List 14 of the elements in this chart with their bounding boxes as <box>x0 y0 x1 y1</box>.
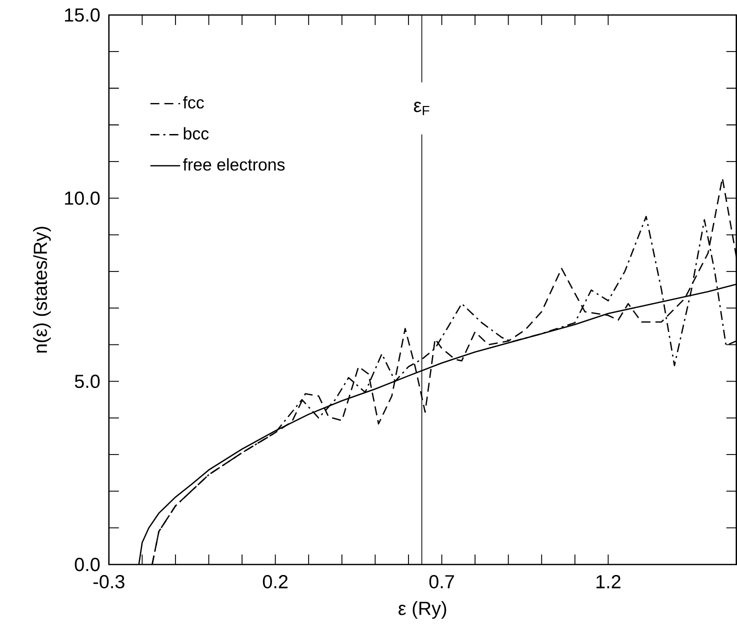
x-tick-label: 0.2 <box>262 574 288 588</box>
x-tick-label: 1.2 <box>596 574 620 588</box>
y-tick-label: 10.0 <box>65 191 100 205</box>
legend-label: free electrons <box>182 158 285 170</box>
x-axis-title: ε (Ry) <box>398 600 446 619</box>
ref-line-label: ε$_{F}$ <box>414 102 430 115</box>
legend-label: fcc <box>182 96 204 108</box>
y-tick-label: 0.0 <box>74 558 100 571</box>
y-tick-label: 5.0 <box>74 374 100 388</box>
y-axis-title: n(ε) (states/Ry) <box>33 226 51 352</box>
x-tick-label: 0.7 <box>429 574 454 588</box>
y-tick-label: 15.0 <box>65 8 100 22</box>
x-tick-label: -0.3 <box>93 574 124 588</box>
legend-label: bcc <box>184 126 209 140</box>
